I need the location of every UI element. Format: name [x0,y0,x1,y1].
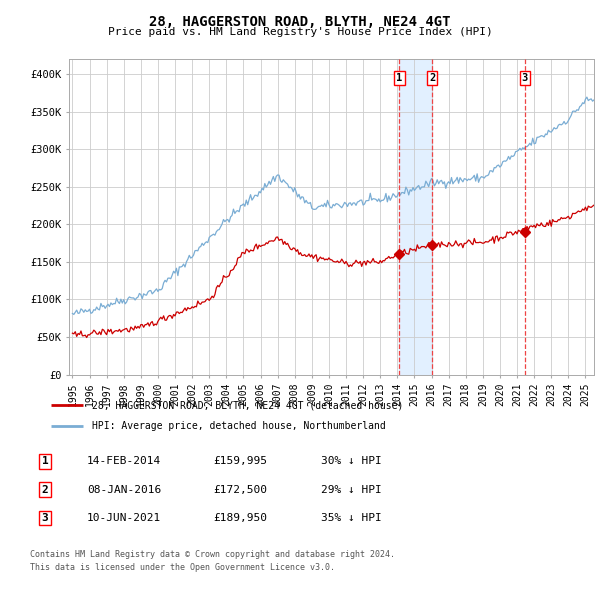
Text: 28, HAGGERSTON ROAD, BLYTH, NE24 4GT (detached house): 28, HAGGERSTON ROAD, BLYTH, NE24 4GT (de… [92,401,403,411]
Text: 29% ↓ HPI: 29% ↓ HPI [321,485,382,494]
Text: 35% ↓ HPI: 35% ↓ HPI [321,513,382,523]
Text: HPI: Average price, detached house, Northumberland: HPI: Average price, detached house, Nort… [92,421,385,431]
Text: 14-FEB-2014: 14-FEB-2014 [87,457,161,466]
Text: Contains HM Land Registry data © Crown copyright and database right 2024.: Contains HM Land Registry data © Crown c… [30,550,395,559]
Text: 1: 1 [396,73,403,83]
Text: This data is licensed under the Open Government Licence v3.0.: This data is licensed under the Open Gov… [30,563,335,572]
Text: 3: 3 [41,513,49,523]
Text: 08-JAN-2016: 08-JAN-2016 [87,485,161,494]
Text: Price paid vs. HM Land Registry's House Price Index (HPI): Price paid vs. HM Land Registry's House … [107,27,493,37]
Text: £172,500: £172,500 [213,485,267,494]
Text: £189,950: £189,950 [213,513,267,523]
Text: 28, HAGGERSTON ROAD, BLYTH, NE24 4GT: 28, HAGGERSTON ROAD, BLYTH, NE24 4GT [149,15,451,29]
Text: 1: 1 [41,457,49,466]
Text: £159,995: £159,995 [213,457,267,466]
Text: 10-JUN-2021: 10-JUN-2021 [87,513,161,523]
Text: 30% ↓ HPI: 30% ↓ HPI [321,457,382,466]
Text: 2: 2 [41,485,49,494]
Text: 2: 2 [429,73,436,83]
Bar [400,59,432,375]
Text: 3: 3 [521,73,528,83]
